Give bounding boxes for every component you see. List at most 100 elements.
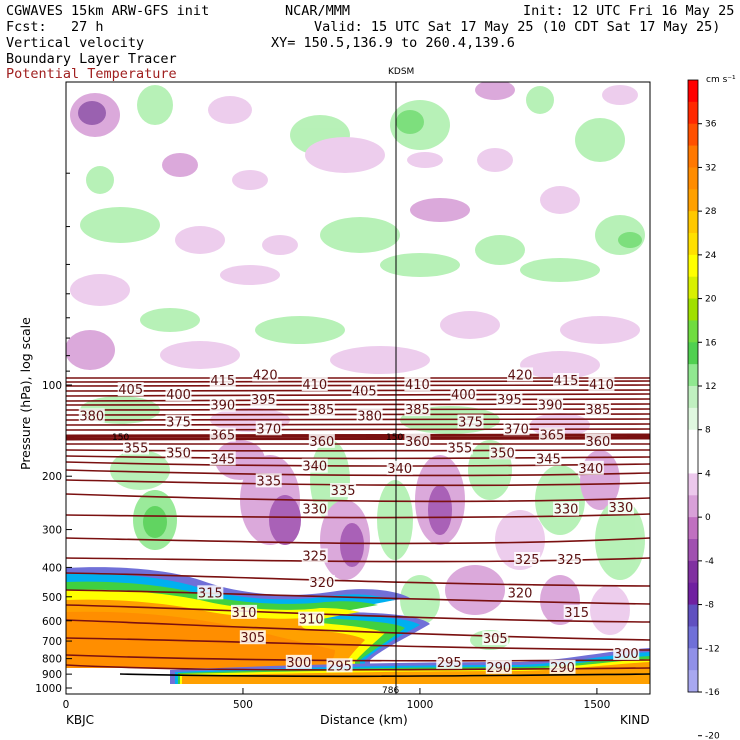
theta-label: 305 (240, 631, 265, 646)
theta-label: 340 (578, 462, 603, 477)
tropopause-label-left: 150 (112, 433, 129, 443)
colorbar-swatch (688, 342, 698, 365)
colorbar-swatch (688, 320, 698, 343)
theta-label: 385 (405, 403, 430, 418)
colorbar-tick-label: -20 (705, 732, 720, 740)
colorbar-swatch (688, 211, 698, 234)
theta-label-bg (404, 433, 431, 448)
theta-label-bg (356, 408, 383, 423)
theta-label: 300 (286, 656, 311, 671)
theta-label-bg (514, 551, 541, 566)
y-tick-label: 700 (42, 636, 62, 648)
colorbar-tick-label: 0 (705, 513, 711, 523)
theta-label: 335 (256, 474, 281, 489)
theta-label-bg (485, 659, 512, 674)
theta-label-bg (538, 427, 565, 442)
theta-label-bg (436, 654, 463, 669)
theta-label-bg (577, 460, 604, 475)
theta-label: 350 (490, 446, 515, 461)
theta-label-bg (553, 501, 580, 516)
theta-label: 375 (458, 416, 483, 431)
theta-label: 390 (210, 399, 235, 414)
header-valid: Valid: 15 UTC Sat 17 May 25 (10 CDT Sat … (314, 19, 720, 35)
theta-label: 410 (405, 378, 430, 393)
colorbar-swatch (688, 429, 698, 453)
theta-label: 370 (504, 422, 529, 437)
y-tick-label: 600 (42, 616, 62, 628)
tropopause-label-center: 150 (386, 433, 403, 443)
theta-label: 420 (253, 368, 278, 383)
theta-label: 370 (256, 422, 281, 437)
right-station-label: KIND (620, 713, 650, 727)
theta-label-bg (482, 631, 509, 646)
colorbar-tick-label: -8 (705, 601, 714, 611)
theta-label-bg (330, 483, 357, 498)
theta-label: 390 (538, 399, 563, 414)
theta-label-bg (165, 445, 192, 460)
theta-label-bg (404, 402, 431, 417)
theta-label: 300 (614, 647, 639, 662)
theta-label: 295 (327, 659, 352, 674)
theta-label: 290 (550, 661, 575, 676)
header-field-vertical-velocity: Vertical velocity (6, 35, 144, 51)
theta-label: 380 (79, 409, 104, 424)
theta-label: 385 (309, 403, 334, 418)
theta-label-bg (250, 391, 277, 406)
y-tick-label: 300 (42, 525, 62, 537)
theta-label: 410 (302, 378, 327, 393)
x-axis-label: Distance (km) (320, 712, 408, 727)
theta-label: 340 (387, 462, 412, 477)
colorbar-swatch (688, 560, 698, 584)
header-field-potential-temperature: Potential Temperature (6, 66, 177, 82)
colorbar-swatch (688, 386, 698, 409)
theta-label: 320 (508, 587, 533, 602)
theta-label-bg (308, 402, 335, 417)
theta-label-bg (351, 383, 378, 398)
theta-label: 325 (515, 553, 540, 568)
theta-label: 400 (166, 388, 191, 403)
colorbar-swatch (688, 123, 698, 147)
x-axis: 0 500 1000 1500 (63, 688, 610, 711)
header-org: NCAR/MMM (285, 3, 350, 19)
y-tick-label: 400 (42, 562, 62, 574)
theta-label-bg (252, 367, 279, 382)
colorbar-swatch (688, 80, 698, 103)
theta-label: 405 (352, 384, 377, 399)
theta-label-bg (301, 501, 328, 516)
colorbar-swatch (688, 145, 698, 168)
y-tick-label: 500 (42, 592, 62, 604)
colorbar-swatch (688, 473, 698, 496)
theta-label: 325 (302, 549, 327, 564)
theta-label-bg (386, 460, 413, 475)
colorbar: 36 32 28 24 20 16 12 8 4 0 -4 -8 -12 -16 -20 (687, 79, 720, 740)
colorbar-swatch (688, 233, 698, 256)
theta-label-bg (503, 421, 530, 436)
station-marker-label: KDSM (388, 67, 414, 77)
colorbar-swatch (688, 254, 698, 278)
theta-label: 375 (166, 416, 191, 431)
theta-label-bg (209, 427, 236, 442)
theta-label: 360 (309, 435, 334, 450)
theta-label-bg (549, 659, 576, 674)
theta-label: 335 (331, 484, 356, 499)
theta-label-bg (165, 387, 192, 402)
theta-label: 365 (210, 429, 235, 444)
theta-label-bg (301, 458, 328, 473)
theta-label: 395 (251, 393, 276, 408)
plot-frame (65, 81, 651, 695)
colorbar-swatch (688, 101, 698, 125)
colorbar-swatch (688, 167, 698, 190)
theta-label: 355 (447, 441, 472, 456)
theta-label: 320 (309, 576, 334, 591)
theta-label: 355 (124, 441, 149, 456)
theta-label: 360 (405, 435, 430, 450)
y-tick-label: 900 (42, 669, 62, 681)
y-tick-label: 1000 (35, 683, 62, 695)
theta-label-bg (588, 377, 615, 391)
colorbar-tick-label: 4 (705, 469, 711, 479)
theta-label-bg (78, 408, 105, 423)
theta-label: 295 (437, 656, 462, 671)
colorbar-tick-label: -16 (705, 688, 720, 698)
theta-label-bg (607, 500, 634, 515)
